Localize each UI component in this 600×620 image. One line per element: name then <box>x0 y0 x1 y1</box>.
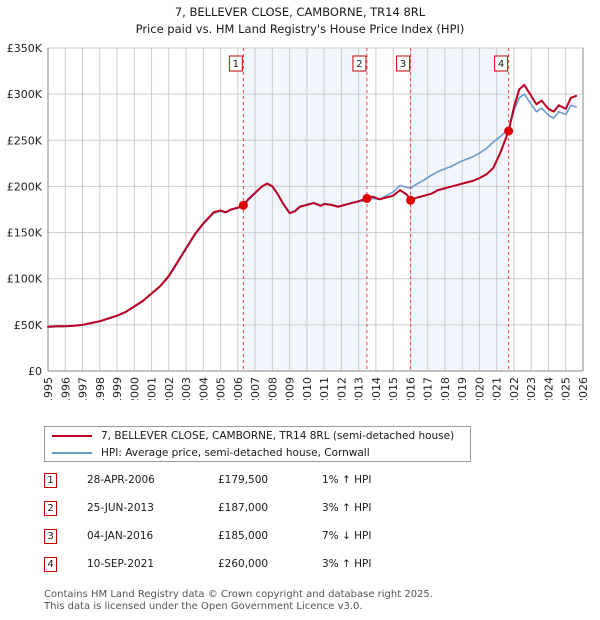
event-marker-badge-label: 1 <box>233 59 239 70</box>
transaction-hpi-delta: 1% ↑ HPI <box>322 474 372 486</box>
event-marker-dot[interactable] <box>406 195 416 205</box>
legend-item-hpi: HPI: Average price, semi-detached house,… <box>45 444 470 462</box>
page-title: 7, BELLEVER CLOSE, CAMBORNE, TR14 8RL Pr… <box>0 4 600 38</box>
y-axis-tick-label: £300K <box>7 88 43 101</box>
x-axis-tick-label: 2003 <box>180 377 193 400</box>
event-marker-badge[interactable] <box>396 55 411 72</box>
y-axis-tick-label: £200K <box>7 180 43 193</box>
x-axis-tick-label: 1996 <box>59 377 72 400</box>
transaction-date: 10-SEP-2021 <box>87 558 155 570</box>
y-axis-tick-label: £350K <box>7 42 43 55</box>
x-axis-tick-label: 2001 <box>146 377 159 400</box>
x-axis-tick-label: 2025 <box>560 377 573 400</box>
x-axis-tick-label: 1995 <box>42 377 55 400</box>
x-axis-tick-label: 2024 <box>542 377 555 400</box>
transaction-date: 25-JUN-2013 <box>87 502 154 514</box>
transaction-price: £260,000 <box>218 558 269 570</box>
x-axis-tick-label: 2012 <box>335 377 348 400</box>
event-marker-badge-label: 4 <box>498 59 504 70</box>
transaction-price: £179,500 <box>218 474 269 486</box>
x-axis-tick-label: 1998 <box>94 377 107 400</box>
y-axis-tick-label: £100K <box>7 273 43 286</box>
event-marker-badge[interactable] <box>494 55 509 72</box>
transaction-badge-3: 3 <box>44 529 57 544</box>
transaction-badge-1: 1 <box>44 473 57 488</box>
x-axis-tick-label: 2022 <box>508 377 521 400</box>
legend-label-price-paid: 7, BELLEVER CLOSE, CAMBORNE, TR14 8RL (s… <box>101 430 455 442</box>
transaction-hpi-delta: 3% ↑ HPI <box>322 558 372 570</box>
x-axis-tick-label: 2006 <box>232 377 245 400</box>
x-axis-tick-label: 2005 <box>215 377 228 400</box>
y-axis-tick-label: £250K <box>7 134 43 147</box>
chart-canvas: £0 £50K £100K £150K £200K £250K £300K £350K 1995… <box>7 42 590 400</box>
y-axis-tick-label: £0 <box>28 365 42 378</box>
x-axis-tick-label: 2018 <box>439 377 452 400</box>
transaction-date: 04-JAN-2016 <box>87 530 154 542</box>
legend-item-price-paid: 7, BELLEVER CLOSE, CAMBORNE, TR14 8RL (s… <box>45 427 470 445</box>
x-axis-tick-label: 2009 <box>284 377 297 400</box>
footer-attribution: Contains HM Land Registry data © Crown c… <box>44 589 584 613</box>
x-axis-tick-label: 2011 <box>318 377 331 400</box>
x-axis-tick-label: 1999 <box>111 377 124 400</box>
y-axis-tick-label: £150K <box>7 227 43 240</box>
chart-legend: 7, BELLEVER CLOSE, CAMBORNE, TR14 8RL (s… <box>44 426 471 462</box>
price-history-chart: £0 £50K £100K £150K £200K £250K £300K £350K 1995… <box>7 42 590 400</box>
transactions-table: 1 28-APR-2006 £179,500 1% ↑ HPI 2 25-JUN… <box>44 470 474 582</box>
x-axis-tick-label: 2021 <box>491 377 504 400</box>
x-axis-tick-label: 2014 <box>370 377 383 400</box>
x-axis-tick-label: 2019 <box>456 377 469 400</box>
x-axis-tick-label: 2023 <box>525 377 538 400</box>
event-marker-badge[interactable] <box>352 55 367 72</box>
event-marker-badge-label: 2 <box>356 59 362 70</box>
x-axis-tick-label: 2017 <box>422 377 435 400</box>
x-axis-tick-label: 2007 <box>249 377 262 400</box>
legend-swatch-hpi <box>52 452 92 454</box>
table-row[interactable]: 3 04-JAN-2016 £185,000 7% ↓ HPI <box>44 526 474 554</box>
footer-line-licence: This data is licensed under the Open Gov… <box>44 601 363 612</box>
event-marker-badge[interactable] <box>228 55 243 72</box>
transaction-badge-4: 4 <box>44 557 57 572</box>
legend-label-hpi: HPI: Average price, semi-detached house,… <box>101 447 370 459</box>
transaction-price: £185,000 <box>218 530 269 542</box>
x-axis-tick-label: 2013 <box>353 377 366 400</box>
x-axis-tick-label: 2010 <box>301 377 314 400</box>
chart-title: 7, BELLEVER CLOSE, CAMBORNE, TR14 8RL <box>174 5 426 19</box>
x-axis-tick-label: 2000 <box>128 377 141 400</box>
event-marker-dot[interactable] <box>238 200 248 210</box>
footer-line-copyright: Contains HM Land Registry data © Crown c… <box>44 589 433 600</box>
x-axis-tick-label: 2008 <box>266 377 279 400</box>
table-row[interactable]: 4 10-SEP-2021 £260,000 3% ↑ HPI <box>44 554 474 582</box>
x-axis-tick-label: 2026 <box>577 377 590 400</box>
chart-shaded-band <box>410 48 509 371</box>
y-axis-tick-label: £50K <box>14 319 43 332</box>
x-axis-tick-label: 2020 <box>473 377 486 400</box>
legend-swatch-price-paid <box>52 435 92 437</box>
chart-shaded-band <box>243 48 367 371</box>
table-row[interactable]: 2 25-JUN-2013 £187,000 3% ↑ HPI <box>44 498 474 526</box>
x-axis-tick-label: 2004 <box>197 377 210 400</box>
series-line-price-paid <box>47 83 578 328</box>
x-axis-tick-label: 2016 <box>404 377 417 400</box>
x-axis-tick-label: 2002 <box>163 377 176 400</box>
table-row[interactable]: 1 28-APR-2006 £179,500 1% ↑ HPI <box>44 470 474 498</box>
transaction-hpi-delta: 7% ↓ HPI <box>322 530 372 542</box>
chart-subtitle: Price paid vs. HM Land Registry's House … <box>135 22 465 36</box>
event-marker-badge-label: 3 <box>400 59 406 70</box>
event-marker-dot[interactable] <box>362 193 372 203</box>
x-axis-tick-label: 2015 <box>387 377 400 400</box>
transaction-badge-2: 2 <box>44 501 57 516</box>
transaction-price: £187,000 <box>218 502 269 514</box>
x-axis-tick-label: 1997 <box>77 377 90 400</box>
transaction-hpi-delta: 3% ↑ HPI <box>322 502 372 514</box>
event-marker-dot[interactable] <box>504 126 514 136</box>
transaction-date: 28-APR-2006 <box>87 474 155 486</box>
